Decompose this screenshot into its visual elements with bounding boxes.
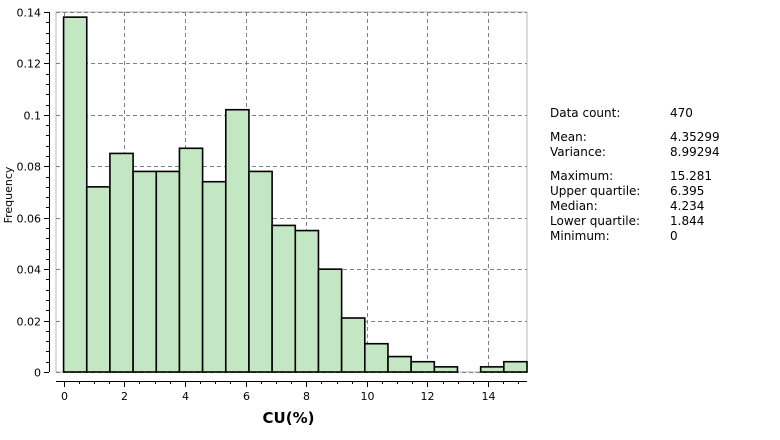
data-count-label: Data count: xyxy=(550,106,621,120)
mean-value: 4.35299 xyxy=(670,130,720,144)
median-label: Median: xyxy=(550,199,598,213)
stat-spacer xyxy=(550,121,750,130)
labels-layer: 0 0.02 0.04 0.06 0.08 0.1 0.12 0.14 0 2 4 6 8 10 12 14 C… xyxy=(2,7,496,428)
histogram-bar xyxy=(178,147,204,373)
stat-row-lower-quartile: Lower quartile: 1.844 xyxy=(550,214,750,229)
upper-quartile-value: 6.395 xyxy=(670,184,705,198)
axes-layer xyxy=(44,12,527,387)
maximum-value: 15.281 xyxy=(670,169,712,183)
mean-label: Mean: xyxy=(550,130,587,144)
minimum-value: 0 xyxy=(670,229,678,243)
x-tick-label: 4 xyxy=(182,390,189,403)
stat-row-minimum: Minimum: 0 xyxy=(550,229,750,244)
y-axis-title: Frequency xyxy=(2,166,15,223)
histogram-bar xyxy=(317,268,343,373)
x-tick-label: 0 xyxy=(61,390,68,403)
stat-row-data-count: Data count: 470 xyxy=(550,106,750,121)
stat-row-median: Median: 4.234 xyxy=(550,199,750,214)
histogram-bar xyxy=(294,229,320,373)
histogram-bar xyxy=(387,355,412,373)
variance-value: 8.99294 xyxy=(670,145,720,159)
maximum-label: Maximum: xyxy=(550,169,614,183)
bars-layer xyxy=(62,16,528,373)
histogram-bar xyxy=(201,180,227,373)
x-tick-label: 12 xyxy=(421,390,435,403)
y-tick-label: 0 xyxy=(34,367,41,380)
y-tick-label: 0.14 xyxy=(17,7,42,20)
histogram-bar xyxy=(224,108,250,373)
histogram-bar xyxy=(109,152,134,373)
x-tick-label: 14 xyxy=(482,390,496,403)
y-tick-label: 0.02 xyxy=(17,316,42,329)
histogram-bar xyxy=(340,317,366,373)
histogram-bar xyxy=(433,366,459,373)
x-tick-label: 8 xyxy=(303,390,310,403)
histogram-bar xyxy=(85,186,111,373)
statistics-panel: Data count: 470 Mean: 4.35299 Variance: … xyxy=(550,106,750,244)
y-tick-label: 0.12 xyxy=(17,58,42,71)
histogram-bar xyxy=(62,16,88,373)
variance-label: Variance: xyxy=(550,145,606,159)
y-tick-label: 0.06 xyxy=(17,213,42,226)
histogram-bar xyxy=(271,224,297,373)
stat-row-variance: Variance: 8.99294 xyxy=(550,145,750,160)
x-tick-label: 6 xyxy=(243,390,250,403)
stat-row-mean: Mean: 4.35299 xyxy=(550,130,750,145)
histogram-bar xyxy=(155,170,181,373)
histogram-bar xyxy=(479,366,505,373)
stat-row-maximum: Maximum: 15.281 xyxy=(550,169,750,184)
histogram-bar xyxy=(248,170,273,373)
histogram-bar xyxy=(410,360,436,373)
y-tick-label: 0.04 xyxy=(17,264,42,277)
median-value: 4.234 xyxy=(670,199,705,213)
y-tick-label: 0.1 xyxy=(24,110,42,123)
stat-row-upper-quartile: Upper quartile: 6.395 xyxy=(550,184,750,199)
lower-quartile-label: Lower quartile: xyxy=(550,214,641,228)
upper-quartile-label: Upper quartile: xyxy=(550,184,641,198)
lower-quartile-value: 1.844 xyxy=(670,214,705,228)
minimum-label: Minimum: xyxy=(550,229,610,243)
histogram-bar xyxy=(503,360,528,373)
stat-spacer xyxy=(550,160,750,169)
histogram-bar xyxy=(364,342,389,373)
x-tick-label: 2 xyxy=(121,390,128,403)
x-axis-title: CU(%) xyxy=(263,409,315,427)
data-count-value: 470 xyxy=(670,106,693,120)
x-tick-label: 10 xyxy=(361,390,375,403)
y-tick-label: 0.08 xyxy=(17,161,42,174)
histogram-bar xyxy=(132,170,158,373)
